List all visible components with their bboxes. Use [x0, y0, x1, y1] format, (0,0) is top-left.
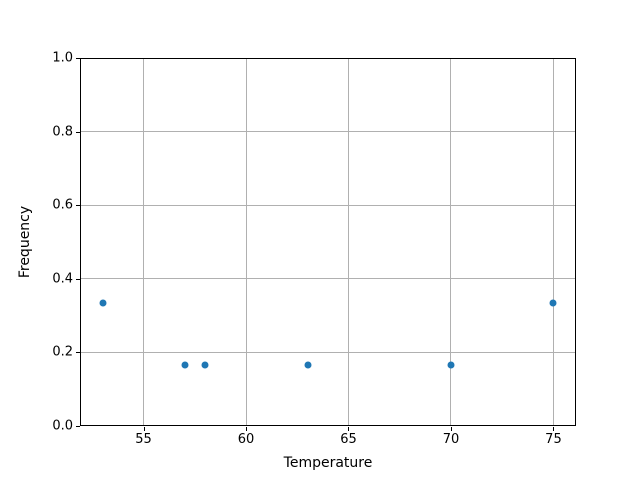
scatter-point — [99, 299, 107, 307]
x-tick-mark — [348, 427, 350, 431]
gridline-vertical — [245, 58, 247, 426]
y-tick-mark — [76, 278, 80, 280]
x-tick-mark — [246, 427, 248, 431]
y-tick-label: 1.0 — [52, 50, 73, 66]
y-tick-label: 0.8 — [52, 124, 73, 140]
x-tick-label: 55 — [135, 432, 152, 447]
scatter-point — [304, 361, 311, 369]
y-tick-mark — [76, 131, 80, 133]
gridline-horizontal — [80, 351, 576, 353]
x-axis-label: Temperature — [283, 455, 373, 471]
x-tick-mark — [450, 427, 452, 431]
scatter-point — [549, 299, 557, 307]
y-tick-mark — [76, 426, 80, 427]
gridline-horizontal — [80, 278, 576, 280]
y-tick-mark — [76, 58, 80, 59]
gridline-horizontal — [80, 58, 576, 59]
y-tick-label: 0.0 — [52, 418, 73, 434]
x-tick-label: 60 — [237, 432, 255, 447]
gridline-vertical — [143, 58, 145, 426]
x-tick-label: 65 — [340, 432, 357, 447]
scatter-point — [181, 361, 189, 369]
x-tick-label: 70 — [442, 432, 460, 447]
y-tick-label: 0.2 — [52, 344, 73, 360]
gridline-horizontal — [80, 131, 576, 133]
y-axis-label: Frequency — [17, 205, 33, 279]
y-tick-mark — [76, 352, 80, 354]
plot-area — [80, 58, 576, 426]
x-tick-label: 75 — [545, 432, 562, 447]
y-tick-label: 0.4 — [52, 271, 73, 287]
y-tick-mark — [76, 205, 80, 207]
scatter-point — [447, 361, 455, 369]
gridline-horizontal — [80, 425, 576, 426]
gridline-vertical — [552, 58, 554, 426]
x-tick-mark — [553, 427, 555, 431]
y-tick-label: 0.6 — [52, 197, 73, 213]
x-tick-mark — [143, 427, 145, 431]
scatter-point — [201, 361, 209, 369]
gridline-vertical — [450, 58, 452, 426]
gridline-vertical — [347, 58, 349, 426]
gridline-horizontal — [80, 204, 576, 206]
